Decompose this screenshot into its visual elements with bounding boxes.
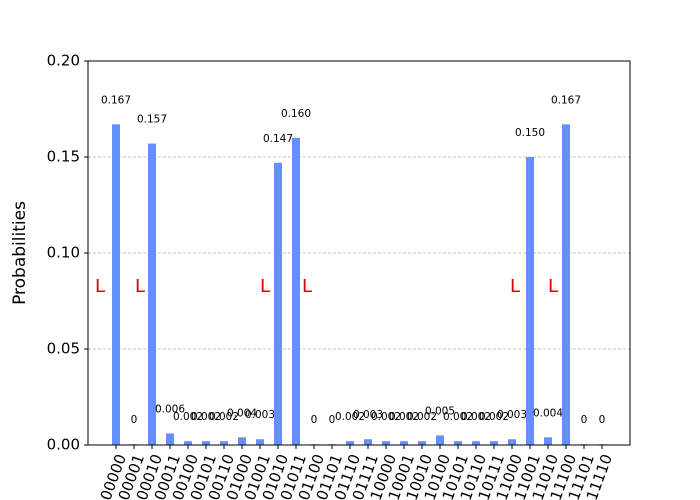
value-label: 0.002	[389, 411, 419, 423]
bar	[400, 441, 408, 445]
value-label: 0	[131, 414, 138, 426]
value-label: 0.160	[281, 108, 311, 120]
bar	[292, 137, 300, 446]
y-axis-label: Probabilities	[10, 201, 30, 305]
bar	[256, 439, 264, 445]
bar	[364, 439, 372, 445]
value-label: 0.002	[173, 411, 203, 423]
value-label: 0.003	[497, 409, 527, 421]
value-label: 0	[329, 414, 336, 426]
bar	[454, 441, 462, 445]
bar	[526, 157, 534, 445]
bar	[562, 124, 570, 446]
value-label: 0.003	[353, 409, 383, 421]
bar	[112, 124, 120, 446]
bar	[238, 437, 246, 445]
bar	[472, 441, 480, 445]
bar	[220, 441, 228, 445]
value-label: 0.002	[407, 411, 437, 423]
value-label: 0.150	[515, 127, 545, 139]
value-label: 0.006	[155, 403, 185, 415]
bar	[148, 143, 156, 445]
bar	[508, 439, 516, 445]
value-label: 0	[581, 414, 588, 426]
bar	[184, 441, 192, 445]
plot-frame	[87, 60, 631, 446]
value-label: 0.157	[137, 114, 167, 126]
value-label: 0.002	[371, 411, 401, 423]
annotation: L	[548, 276, 558, 297]
y-tick-label: 0.15	[47, 148, 80, 166]
value-label: 0.002	[191, 411, 221, 423]
annotation: L	[135, 276, 145, 297]
value-label: 0.167	[551, 94, 581, 106]
annotation: L	[260, 276, 270, 297]
value-label: 0.002	[335, 411, 365, 423]
value-label: 0.005	[425, 405, 455, 417]
value-label: 0.004	[533, 407, 563, 419]
bar	[490, 441, 498, 445]
value-label: 0.002	[479, 411, 509, 423]
annotation: L	[95, 276, 105, 297]
bar	[544, 437, 552, 445]
y-tick-label: 0.05	[47, 340, 80, 358]
bar	[346, 441, 354, 445]
bar	[436, 435, 444, 445]
bar	[418, 441, 426, 445]
bar	[274, 162, 282, 445]
annotation: L	[510, 276, 520, 297]
value-label: 0.002	[209, 411, 239, 423]
value-label: 0	[599, 414, 606, 426]
bar	[166, 433, 174, 445]
value-label: 0.003	[245, 409, 275, 421]
bar	[382, 441, 390, 445]
y-tick-label: 0.20	[47, 52, 80, 70]
y-tick-label: 0.10	[47, 244, 80, 262]
value-label: 0.004	[227, 407, 257, 419]
value-label: 0.002	[461, 411, 491, 423]
bar	[202, 441, 210, 445]
annotation: L	[302, 276, 312, 297]
value-label: 0.002	[443, 411, 473, 423]
y-tick-label: 0.00	[47, 436, 80, 454]
value-label: 0.147	[263, 133, 293, 145]
value-label: 0	[311, 414, 318, 426]
value-label: 0.167	[101, 94, 131, 106]
